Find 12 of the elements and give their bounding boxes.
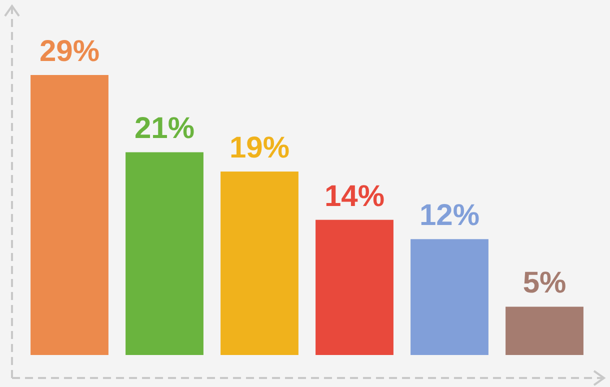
data-label: 29% <box>39 35 100 68</box>
bar <box>30 75 108 355</box>
bar <box>316 220 394 355</box>
data-label: 21% <box>134 112 195 146</box>
data-label: 14% <box>324 180 385 213</box>
data-label: 19% <box>229 132 290 165</box>
data-label: 12% <box>419 199 480 232</box>
bar <box>126 152 204 355</box>
data-label: 5% <box>522 266 566 300</box>
bar <box>220 172 298 355</box>
bar <box>410 239 488 355</box>
bar <box>506 306 584 355</box>
